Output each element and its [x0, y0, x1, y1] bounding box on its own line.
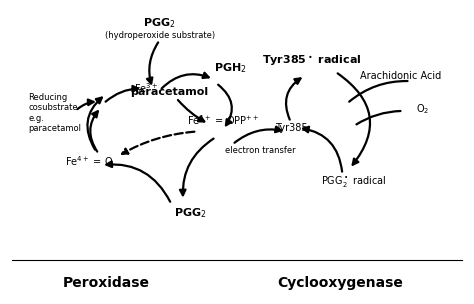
Text: Peroxidase: Peroxidase [63, 275, 149, 290]
Text: PGH$_2$: PGH$_2$ [214, 61, 246, 75]
Text: Fe$^{4+}$ = O: Fe$^{4+}$ = O [65, 154, 114, 168]
Text: Reducing
cosubstrate
e.g.
paracetamol: Reducing cosubstrate e.g. paracetamol [28, 93, 82, 133]
Text: O$_2$: O$_2$ [416, 102, 429, 116]
Text: electron transfer: electron transfer [225, 146, 296, 155]
Text: Fe$^{4+}$ = OPP$^{++}$: Fe$^{4+}$ = OPP$^{++}$ [187, 113, 259, 127]
Text: paracetamol: paracetamol [130, 87, 208, 97]
Text: Cyclooxygenase: Cyclooxygenase [277, 275, 403, 290]
Text: Fe$^{3+}$: Fe$^{3+}$ [134, 82, 158, 95]
Text: Arachidonic Acid: Arachidonic Acid [359, 71, 441, 81]
Text: PGG$_2^\bullet$ radical: PGG$_2^\bullet$ radical [321, 174, 387, 189]
Text: (hydroperoxide substrate): (hydroperoxide substrate) [105, 31, 215, 40]
Text: PGG$_2$: PGG$_2$ [174, 207, 207, 220]
Text: Tyr385: Tyr385 [274, 123, 307, 133]
Text: Tyr385$^\bullet$ radical: Tyr385$^\bullet$ radical [262, 54, 362, 68]
Text: PGG$_2$: PGG$_2$ [143, 16, 176, 30]
